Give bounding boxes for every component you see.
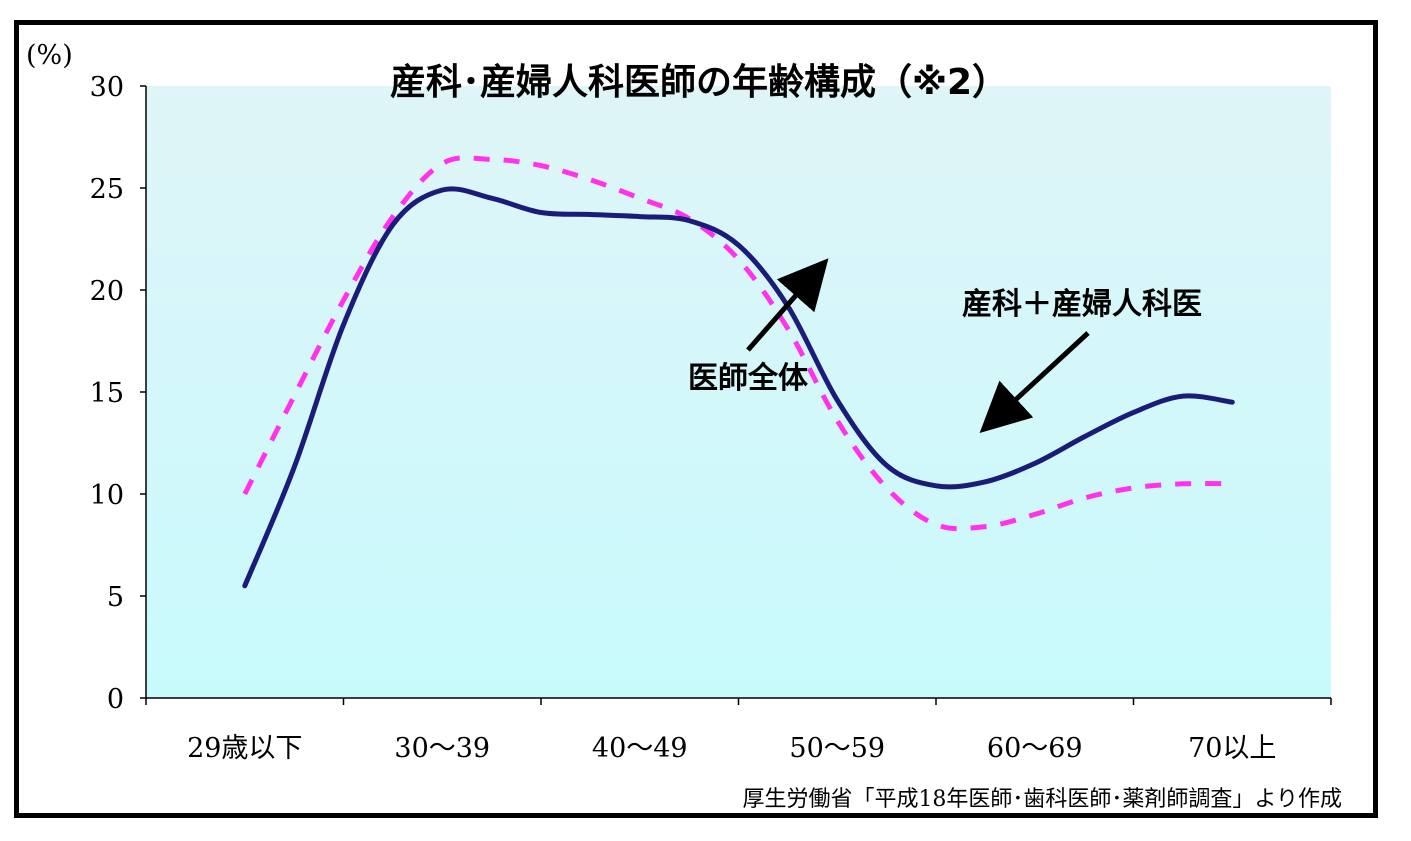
- plot-area: [146, 86, 1331, 698]
- x-tick-label: 60～69: [987, 733, 1083, 764]
- y-tick-label: 5: [107, 582, 124, 613]
- x-tick-label: 40～49: [592, 733, 688, 764]
- series-layer: [242, 155, 1235, 589]
- y-tick-label: 10: [90, 480, 124, 511]
- y-tick-label: 30: [90, 72, 124, 103]
- series-line-overall: [242, 155, 1233, 532]
- x-ticks: 29歳以下 30～39 40～49 50～59 60～69 70以上: [145, 698, 1332, 764]
- y-tick-label: 20: [90, 276, 124, 307]
- y-tick-label: 0: [107, 684, 124, 715]
- y-tick-label: 15: [90, 378, 124, 409]
- source-note: 厚生労働省「平成18年医師･歯科医師･薬剤師調査」より作成: [742, 787, 1342, 812]
- chart-title: 産科･産婦人科医師の年齢構成（※2）: [390, 62, 1008, 103]
- annotation-label-overall: 医師全体: [688, 361, 809, 396]
- y-axis-unit: (%): [26, 40, 73, 71]
- x-tick-label: 29歳以下: [187, 733, 302, 764]
- y-ticks: 0 5 10 15 20 25 30: [90, 72, 146, 715]
- annotation-label-obgyn: 産科＋産婦人科医: [962, 287, 1202, 322]
- annotation-arrow-obgyn: [979, 331, 1090, 433]
- x-tick-label: 50～59: [789, 733, 885, 764]
- y-tick-label: 25: [90, 174, 124, 205]
- x-tick-label: 30～39: [394, 733, 490, 764]
- annotation-arrow-overall: [746, 258, 829, 352]
- series-line-obgyn: [242, 186, 1235, 589]
- x-tick-label: 70以上: [1188, 733, 1276, 764]
